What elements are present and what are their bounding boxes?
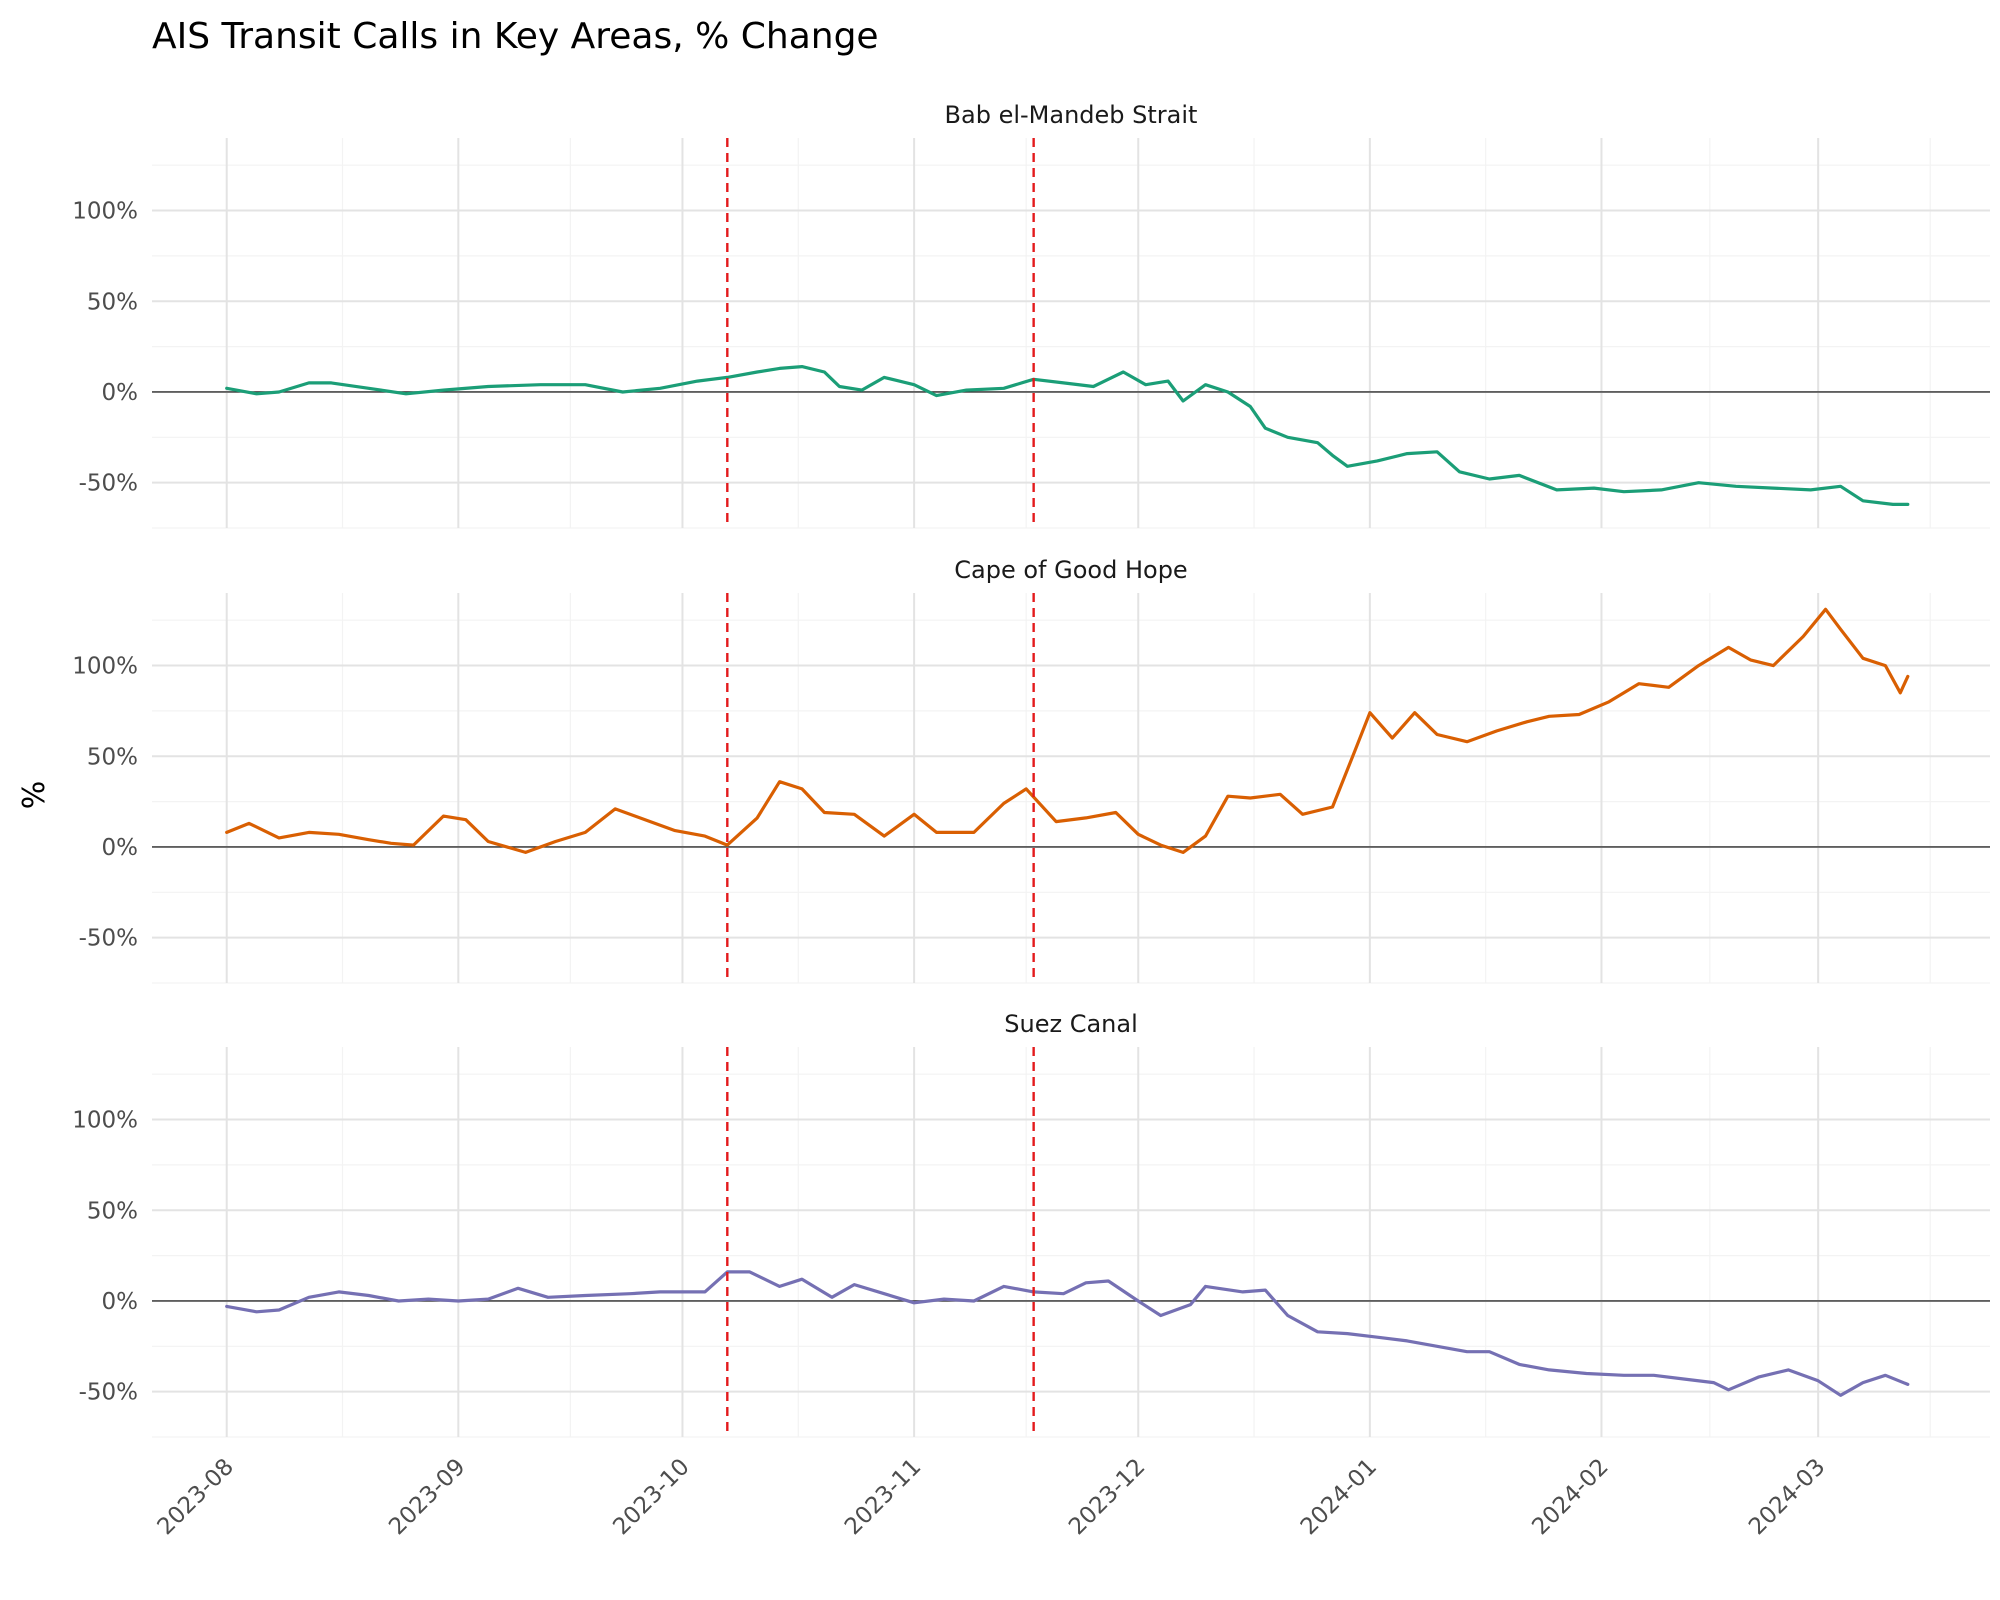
chart-title: AIS Transit Calls in Key Areas, % Change — [152, 16, 879, 57]
x-tick-label: 2023-10 — [608, 1454, 694, 1540]
facet-cape-of-good-hope: Cape of Good Hope -50% 0% 50% 100% — [72, 556, 1990, 984]
x-tick-label: 2023-09 — [384, 1454, 470, 1540]
y-tick-label: 100% — [72, 1108, 138, 1134]
facet-bab-el-mandeb-strait: Bab el-Mandeb Strait -50% 0% 50% 100% — [72, 101, 1990, 529]
series-line-suez-canal — [225, 1270, 1910, 1397]
facet-title: Cape of Good Hope — [954, 556, 1187, 584]
x-tick-label: 2024-02 — [1527, 1454, 1613, 1540]
y-tick-label: 50% — [87, 744, 138, 770]
y-tick-label: -50% — [79, 1380, 138, 1406]
facet-suez-canal: Suez Canal -50% 0% 50% 100% — [72, 1010, 1990, 1438]
facet-panels: Bab el-Mandeb Strait-50%0%50%100%Cape of… — [72, 101, 1990, 1438]
y-axis-label: % — [17, 781, 52, 810]
x-tick-label: 2023-08 — [153, 1454, 239, 1540]
y-tick-label: 0% — [102, 835, 139, 861]
x-axis: 2023-08 2023-09 2023-10 2023-11 2023-12 2024-… — [153, 1454, 1831, 1540]
y-tick-label: -50% — [79, 471, 138, 497]
y-tick-label: 100% — [72, 654, 138, 680]
y-tick-label: 0% — [102, 1289, 139, 1315]
facet-title: Suez Canal — [1004, 1010, 1138, 1038]
series-line-bab-el-mandeb-strait — [225, 365, 1910, 506]
y-tick-label: 50% — [87, 289, 138, 315]
x-tick-label: 2024-03 — [1744, 1454, 1830, 1540]
x-tick-label: 2024-01 — [1296, 1454, 1382, 1540]
y-tick-label: 0% — [102, 380, 139, 406]
x-tick-label: 2023-12 — [1064, 1454, 1150, 1540]
y-tick-label: 50% — [87, 1198, 138, 1224]
y-tick-label: -50% — [79, 926, 138, 952]
series-line-cape-of-good-hope — [225, 607, 1910, 855]
y-tick-label: 100% — [72, 199, 138, 225]
x-tick-label: 2023-11 — [840, 1454, 926, 1540]
facet-title: Bab el-Mandeb Strait — [945, 101, 1198, 129]
